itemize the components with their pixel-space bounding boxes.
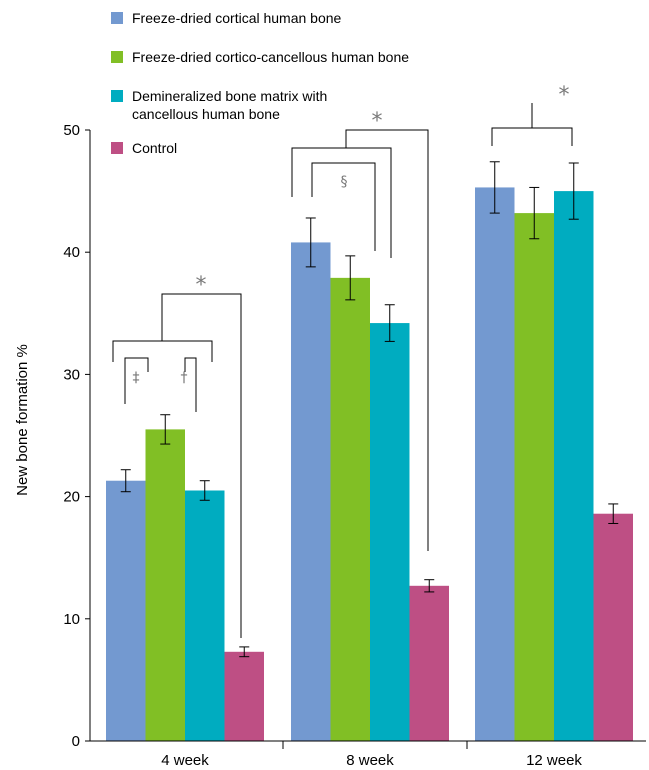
bar-0-3 bbox=[224, 651, 264, 741]
error-bar-1-0 bbox=[305, 217, 316, 268]
x-tick-label-2: 12 week bbox=[526, 752, 582, 769]
error-bar-0-2 bbox=[199, 480, 210, 501]
x-tick-label-1: 8 week bbox=[346, 752, 394, 769]
error-bar-0-3 bbox=[239, 646, 250, 658]
bracket-8wk-treatments bbox=[291, 147, 392, 258]
y-tick-label-2: 20 bbox=[63, 489, 80, 506]
y-axis-label: New bone formation % bbox=[14, 344, 31, 496]
bracket-4wk-pair-b bbox=[184, 357, 197, 412]
legend-label-1: Freeze-dried cortico-cancellous human bo… bbox=[132, 49, 409, 65]
legend-label-2: Demineralized bone matrix with bbox=[132, 88, 327, 104]
sig-mark-4wk-pair-a: ‡ bbox=[133, 370, 140, 386]
error-bar-1-2 bbox=[384, 304, 395, 342]
y-tick-label-3: 30 bbox=[63, 366, 80, 383]
legend: Freeze-dried cortical human bone Freeze-d… bbox=[111, 10, 409, 156]
error-bar-1-3 bbox=[424, 579, 435, 593]
legend-label-0: Freeze-dried cortical human bone bbox=[132, 10, 342, 26]
sig-mark-4wk-pair-b: † bbox=[181, 370, 188, 386]
bar-1-0 bbox=[291, 242, 331, 741]
y-tick-label-0: 0 bbox=[72, 733, 80, 750]
bars bbox=[106, 187, 633, 742]
bar-0-2 bbox=[185, 490, 225, 741]
legend-swatch-3 bbox=[111, 142, 123, 154]
bar-2-0 bbox=[475, 187, 515, 741]
significance-annotations: ‡ † * § * * bbox=[112, 83, 573, 638]
legend-swatch-2 bbox=[111, 90, 123, 102]
sig-mark-8wk-pair: § bbox=[341, 174, 348, 190]
y-tick-label-5: 50 bbox=[63, 122, 80, 139]
bar-2-2 bbox=[554, 191, 594, 742]
bar-0-1 bbox=[145, 429, 185, 741]
error-bar-0-1 bbox=[160, 414, 171, 445]
bracket-4wk-treatments bbox=[112, 340, 213, 362]
axes: 0 10 20 30 40 50 4 week 8 week 12 week bbox=[63, 122, 646, 769]
y-tick-label-1: 10 bbox=[63, 611, 80, 628]
legend-swatch-0 bbox=[111, 12, 123, 24]
x-tick-label-0: 4 week bbox=[161, 752, 209, 769]
legend-label-2: cancellous human bone bbox=[132, 106, 280, 122]
error-bar-0-0 bbox=[120, 469, 131, 493]
error-bar-2-0 bbox=[489, 161, 500, 214]
bar-2-3 bbox=[593, 513, 633, 741]
bracket-4wk-vs-control bbox=[161, 293, 242, 638]
bar-2-1 bbox=[514, 213, 554, 741]
bracket-8wk-pair bbox=[311, 162, 376, 251]
error-bars bbox=[120, 161, 619, 658]
error-bar-2-3 bbox=[608, 503, 619, 524]
y-tick-label-4: 40 bbox=[63, 244, 80, 261]
sig-mark-12wk: * bbox=[559, 83, 570, 108]
bar-1-1 bbox=[330, 277, 370, 741]
bracket-4wk-pair-a bbox=[124, 357, 149, 404]
sig-mark-4wk-control: * bbox=[196, 273, 207, 298]
bracket-12wk-pair bbox=[491, 127, 573, 146]
bar-1-2 bbox=[370, 323, 410, 741]
bracket-8wk-vs-control bbox=[345, 129, 429, 551]
sig-mark-8wk-control: * bbox=[372, 109, 383, 134]
error-bar-1-1 bbox=[345, 255, 356, 301]
bar-1-3 bbox=[409, 585, 449, 741]
legend-swatch-1 bbox=[111, 51, 123, 63]
legend-label-3: Control bbox=[132, 140, 177, 156]
error-bar-2-2 bbox=[568, 162, 579, 220]
bar-0-0 bbox=[106, 480, 146, 741]
error-bar-2-1 bbox=[529, 186, 540, 240]
